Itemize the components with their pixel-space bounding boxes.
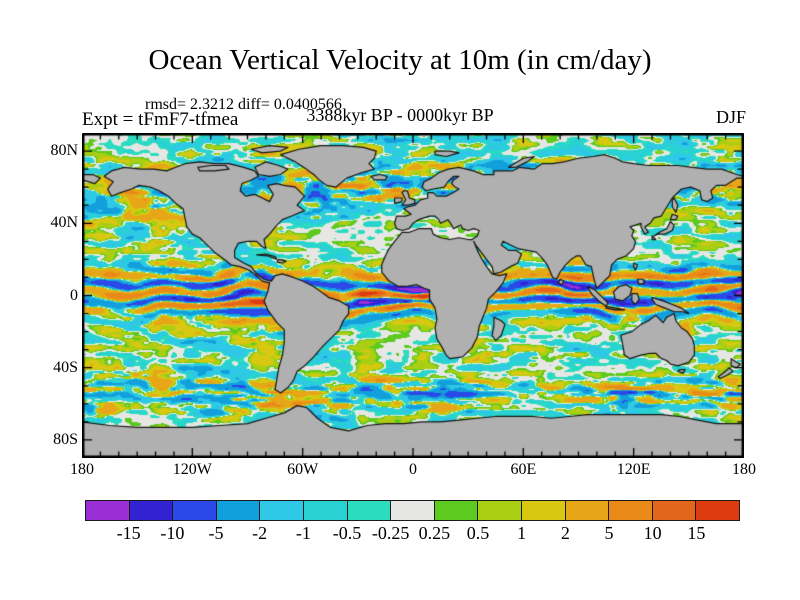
lon-axis-label: 60W <box>287 461 319 478</box>
colorbar-segment <box>86 501 129 520</box>
experiment-label: Expt = tFmF7-tfmea <box>82 109 239 130</box>
colorbar-segment <box>172 501 216 520</box>
colorbar-segment <box>390 501 434 520</box>
colorbar-tick-label: -2 <box>252 523 268 543</box>
colorbar-segment <box>128 501 173 520</box>
colorbar-segment <box>477 501 521 520</box>
lat-axis-label: 80S <box>53 430 78 448</box>
lat-axis-label: 40N <box>50 214 78 232</box>
colorbar-segment <box>651 501 696 520</box>
lon-axis-label: 120W <box>172 461 212 478</box>
colorbar-segment <box>215 501 260 520</box>
colorbar-segment <box>564 501 609 520</box>
lat-axis-label: 40S <box>53 358 78 376</box>
colorbar-tick-label: 2 <box>560 523 570 543</box>
map-plot <box>82 133 744 458</box>
colorbar-tick-label: -0.25 <box>371 523 410 543</box>
plot-title: Ocean Vertical Velocity at 10m (in cm/da… <box>148 44 652 76</box>
lat-axis-label: 80N <box>50 142 78 160</box>
colorbar-tick-label: -1 <box>295 523 311 543</box>
period-label: 3388kyr BP - 0000kyr BP <box>306 105 494 125</box>
colorbar-tick-label: -5 <box>208 523 224 543</box>
colorbar-segment <box>302 501 347 520</box>
colorbar-tick-label: 10 <box>643 523 662 543</box>
lon-axis-label: 120E <box>616 461 651 478</box>
stats-annotation: rmsd= 2.3212 diff= 0.0400566 <box>145 96 342 113</box>
lon-axis-label: 180 <box>732 461 756 478</box>
colorbar-segment <box>695 501 739 520</box>
colorbar-tick-label: 0.5 <box>466 523 490 543</box>
colorbar-tick-label: 15 <box>687 523 706 543</box>
colorbar-segment <box>346 501 391 520</box>
colorbar-segment <box>520 501 565 520</box>
season-label: DJF <box>715 107 746 127</box>
colorbar-tick-label: 0.25 <box>418 523 451 543</box>
lon-axis-label: 180 <box>70 461 94 478</box>
colorbar-tick-label: 1 <box>517 523 527 543</box>
colorbar-tick-label: 5 <box>604 523 614 543</box>
lon-axis-label: 60E <box>510 461 537 478</box>
colorbar-tick-label: -15 <box>116 523 141 543</box>
lat-axis-label: 0 <box>70 286 78 304</box>
colorbar-tick-label: -10 <box>160 523 185 543</box>
colorbar-segment <box>608 501 652 520</box>
colorbar <box>85 500 740 521</box>
colorbar-tick-label: -0.5 <box>332 523 362 543</box>
colorbar-segment <box>259 501 303 520</box>
colorbar-segment <box>433 501 478 520</box>
lon-axis-label: 0 <box>409 461 417 478</box>
map-area <box>82 133 744 458</box>
